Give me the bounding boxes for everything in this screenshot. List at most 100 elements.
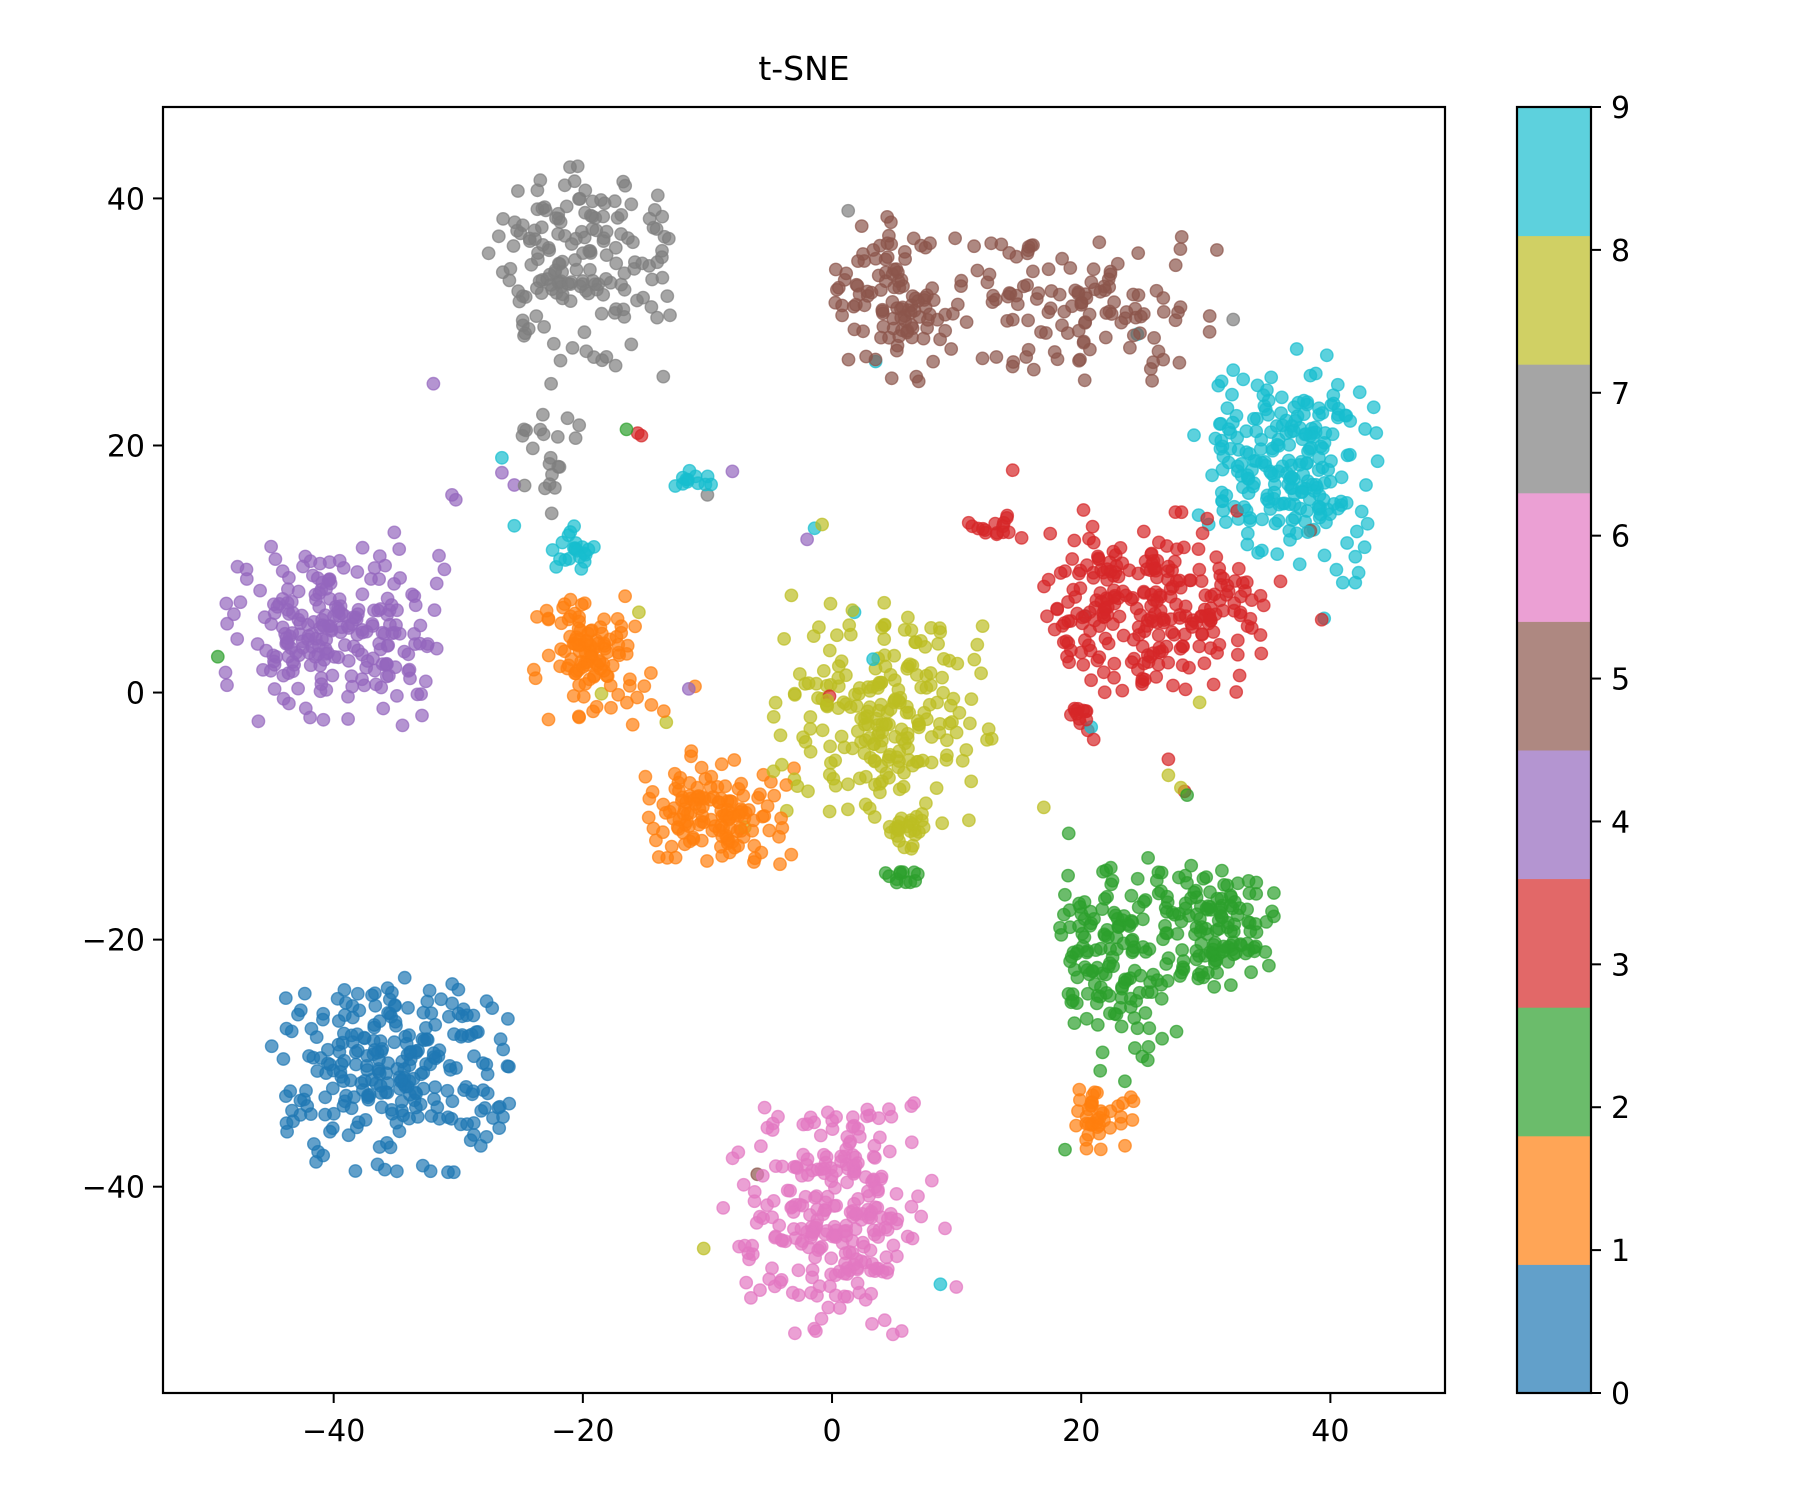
data-point xyxy=(1115,556,1130,571)
data-point xyxy=(680,474,695,489)
data-point xyxy=(1215,944,1230,959)
data-point xyxy=(617,309,632,324)
data-point xyxy=(867,737,882,752)
data-point xyxy=(1314,612,1329,627)
data-point xyxy=(810,1288,824,1303)
data-point xyxy=(1256,598,1271,613)
data-point xyxy=(1093,1063,1108,1078)
data-point xyxy=(1076,503,1091,517)
data-point xyxy=(1326,388,1341,403)
data-point xyxy=(1198,948,1212,963)
data-point xyxy=(1219,515,1233,529)
data-point xyxy=(1093,284,1108,299)
data-point xyxy=(445,487,459,502)
data-point xyxy=(461,1029,476,1044)
data-point xyxy=(1087,1085,1102,1100)
data-point xyxy=(1145,614,1160,629)
data-point xyxy=(720,831,735,846)
data-point xyxy=(573,550,587,564)
data-point xyxy=(1161,752,1176,767)
data-point xyxy=(355,625,370,640)
data-point xyxy=(1065,993,1080,1008)
data-point xyxy=(872,777,887,791)
data-point xyxy=(846,1158,860,1173)
data-point xyxy=(611,637,626,652)
data-point xyxy=(568,431,583,445)
data-point xyxy=(537,319,551,334)
data-point xyxy=(841,777,855,792)
data-point xyxy=(1202,324,1217,339)
colorbar-segment-6 xyxy=(1517,492,1591,622)
data-point xyxy=(1268,516,1283,531)
data-point xyxy=(1155,1031,1170,1046)
data-point xyxy=(875,304,890,319)
data-point xyxy=(1131,246,1146,261)
data-point xyxy=(372,1066,387,1081)
data-point xyxy=(599,349,614,364)
data-point xyxy=(599,224,614,239)
data-point xyxy=(592,653,607,668)
data-point xyxy=(1099,306,1114,320)
data-point xyxy=(614,227,628,241)
data-point xyxy=(418,1021,433,1035)
data-point xyxy=(267,682,282,696)
data-point xyxy=(1169,597,1184,612)
data-point xyxy=(1295,484,1310,499)
x-tick-label: −40 xyxy=(302,1414,365,1449)
data-point xyxy=(1360,516,1375,531)
data-point xyxy=(545,543,560,557)
data-point xyxy=(1173,580,1188,595)
data-point xyxy=(1244,965,1259,980)
data-point xyxy=(1173,242,1188,257)
data-point xyxy=(700,469,715,484)
data-point xyxy=(970,637,985,652)
data-point xyxy=(525,441,540,456)
data-point xyxy=(854,219,869,234)
colorbar-tick-label: 4 xyxy=(1611,805,1630,840)
data-point xyxy=(624,197,639,212)
colorbar-segment-3 xyxy=(1517,878,1591,1008)
data-point xyxy=(786,1205,801,1219)
data-point xyxy=(967,239,981,254)
data-point xyxy=(1230,647,1245,662)
data-point xyxy=(319,1066,333,1081)
data-point xyxy=(519,423,533,438)
data-point xyxy=(604,700,618,715)
data-point xyxy=(884,1109,899,1124)
data-point xyxy=(553,353,568,368)
data-point xyxy=(906,231,921,246)
data-point xyxy=(731,838,745,853)
data-point xyxy=(660,851,675,865)
data-point xyxy=(727,753,742,767)
colorbar-segment-1 xyxy=(1517,1135,1591,1265)
data-point xyxy=(823,596,838,611)
data-point xyxy=(1175,658,1190,673)
data-point xyxy=(1071,286,1086,301)
data-point xyxy=(380,1076,395,1091)
data-point xyxy=(466,1128,481,1142)
data-point xyxy=(423,1057,438,1072)
data-point xyxy=(791,1288,806,1303)
data-point xyxy=(424,1006,439,1021)
data-point xyxy=(1195,627,1210,642)
data-point xyxy=(1098,967,1113,982)
data-point xyxy=(575,277,590,291)
data-point xyxy=(1259,915,1274,929)
data-point xyxy=(1136,584,1151,599)
y-tick-label: −20 xyxy=(82,924,145,959)
data-point xyxy=(974,666,988,681)
data-point xyxy=(609,256,624,271)
data-point xyxy=(563,525,578,539)
data-point xyxy=(1050,602,1065,617)
data-point xyxy=(725,1151,740,1166)
data-point xyxy=(555,287,570,302)
data-point xyxy=(1226,924,1241,939)
data-point xyxy=(1161,564,1175,579)
data-point xyxy=(432,548,446,563)
data-point xyxy=(366,1047,381,1062)
data-point xyxy=(830,628,844,643)
data-point xyxy=(929,781,944,795)
data-point xyxy=(1282,523,1297,538)
data-point xyxy=(677,837,692,852)
data-point xyxy=(860,1102,875,1117)
